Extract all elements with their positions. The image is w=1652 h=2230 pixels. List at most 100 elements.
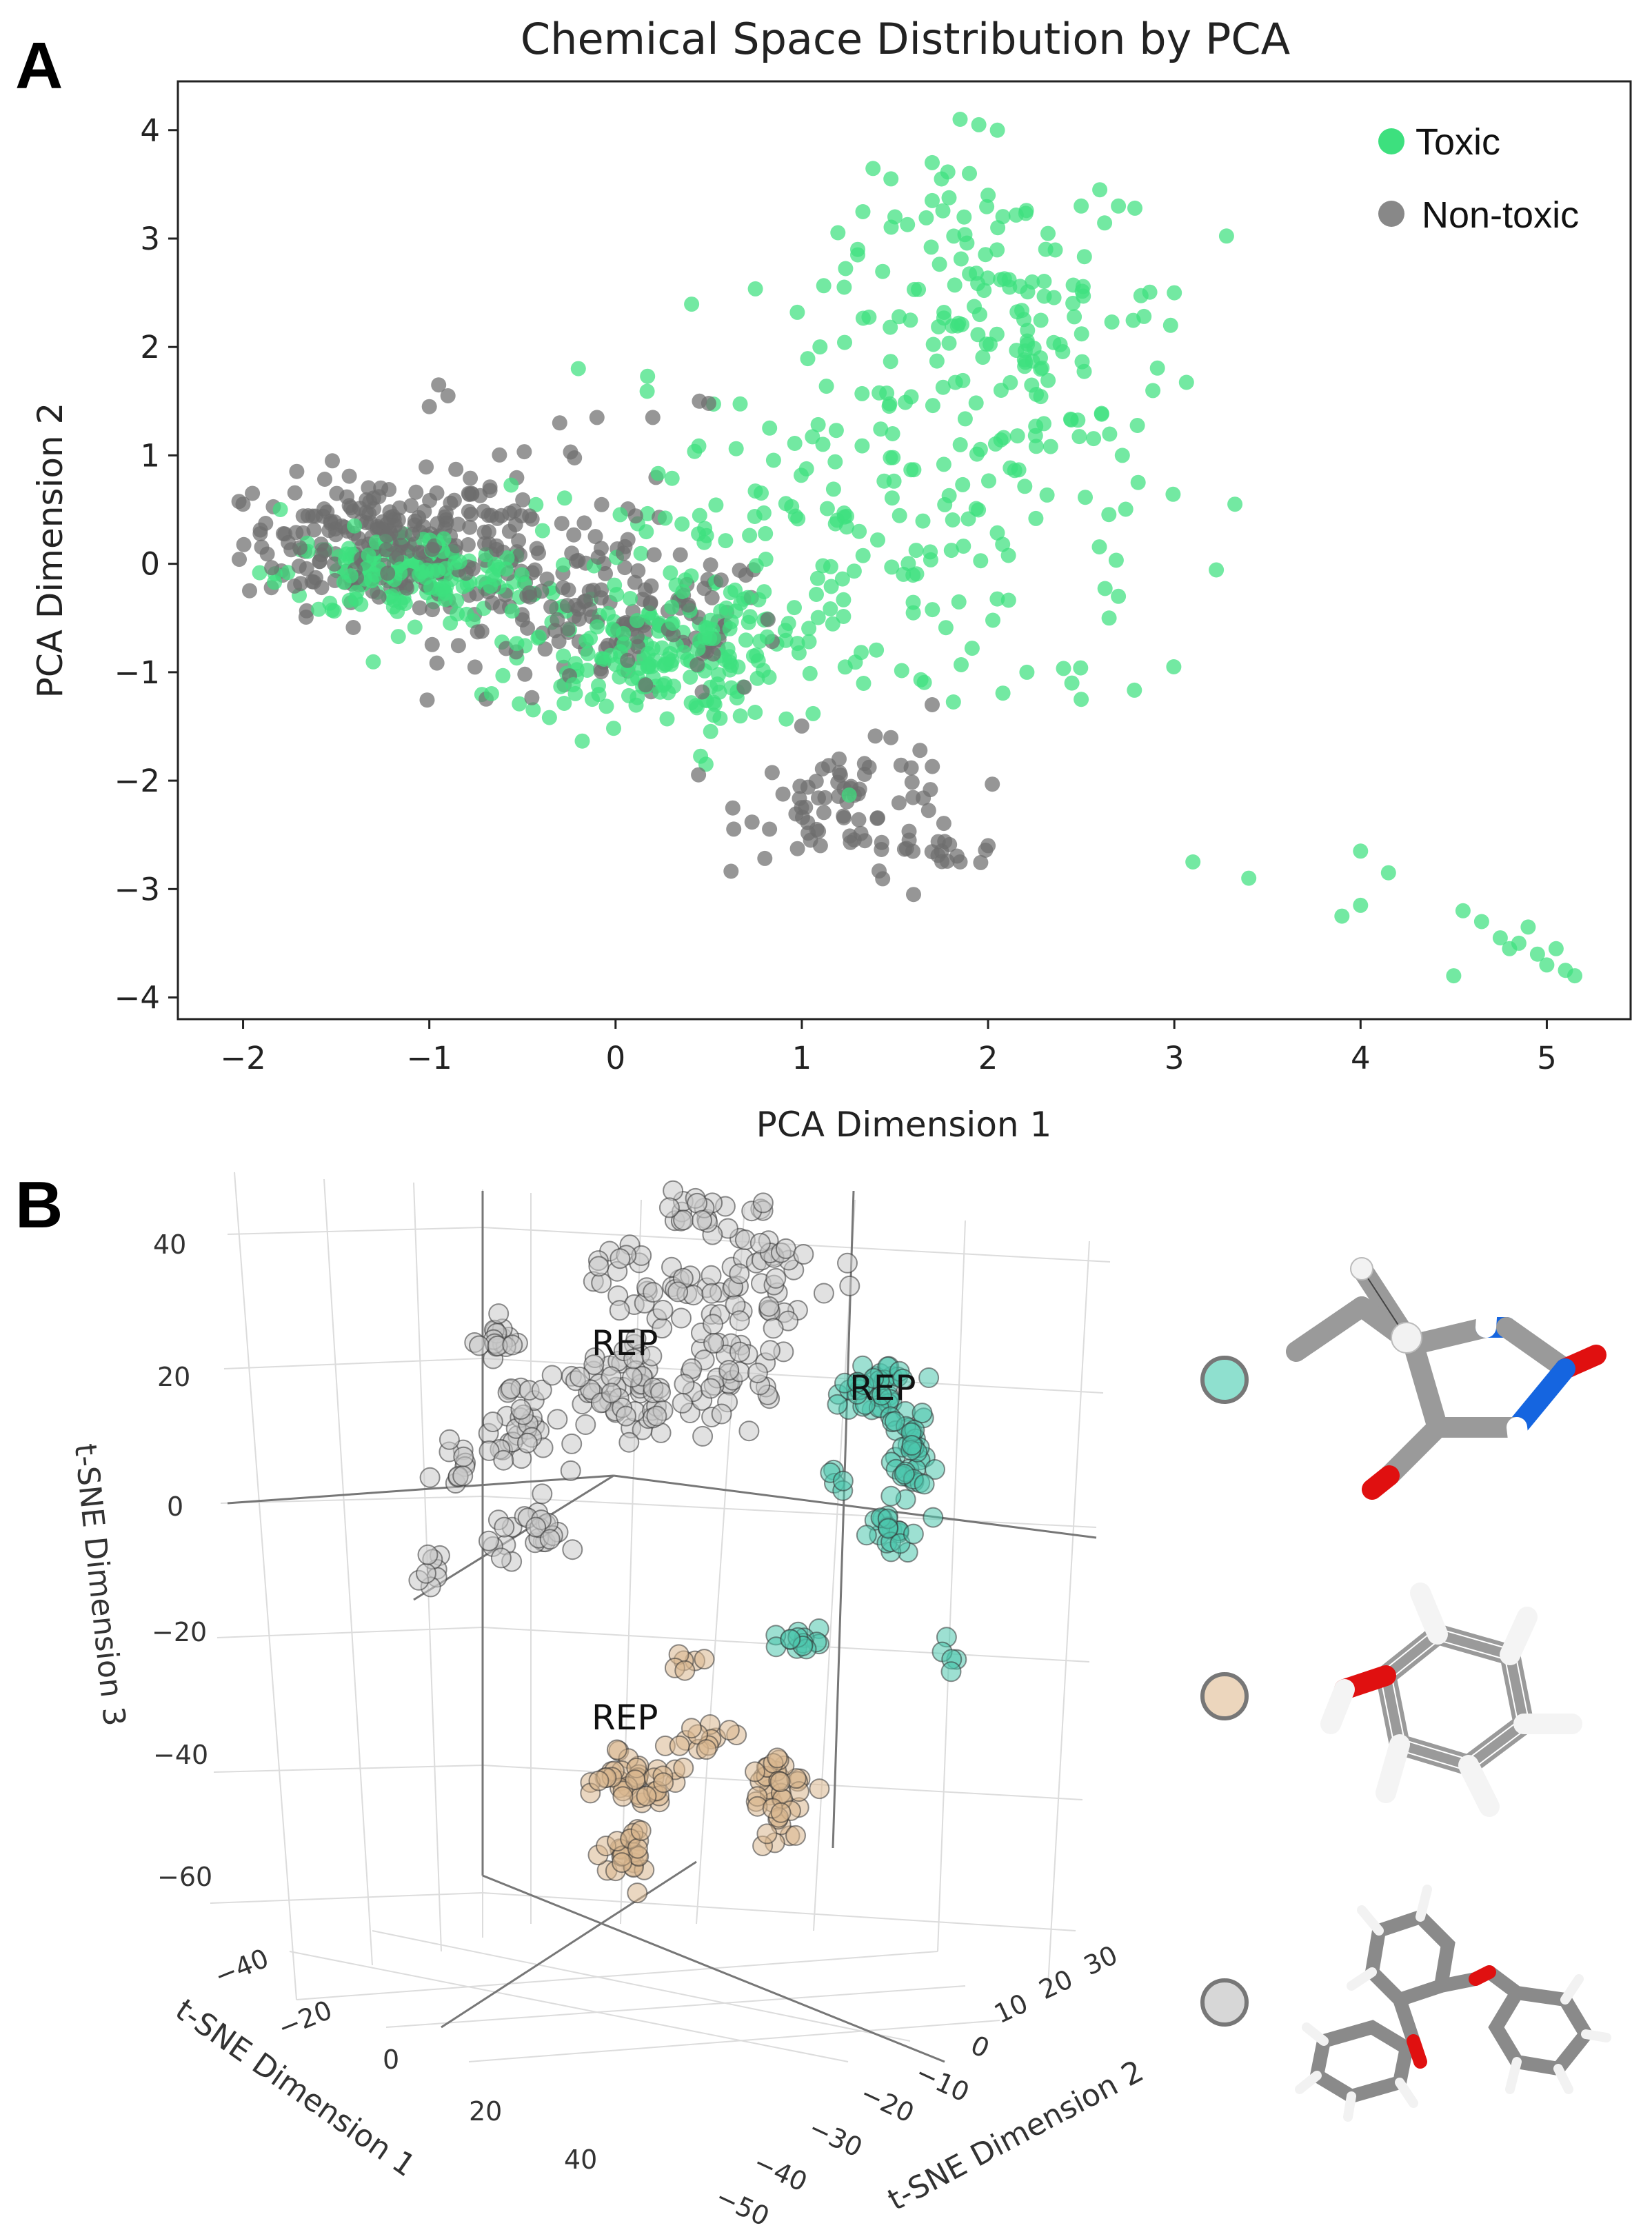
toxic-point [850, 241, 865, 257]
toxic-point [923, 544, 938, 560]
toxic-point [993, 432, 1009, 448]
toxic-point [1101, 507, 1117, 523]
toxic-point [1118, 501, 1134, 517]
toxic-point [1218, 228, 1234, 244]
toxic-point [407, 619, 423, 635]
toxic-point [583, 630, 598, 646]
toxic-point [979, 199, 995, 214]
toxic-point [495, 667, 511, 683]
legend-marker-toxic [1378, 128, 1404, 154]
non-toxic-point [930, 847, 946, 863]
toxic-point [665, 615, 681, 631]
x-tick-label: 5 [1537, 1040, 1557, 1076]
toxic-point [727, 582, 743, 598]
y-tick-label: 20 [1034, 1964, 1077, 2005]
grey-cluster-point [667, 1281, 689, 1303]
molecule-2-illustration [1320, 1583, 1582, 1817]
toxic-point [525, 702, 541, 718]
toxic-point [629, 613, 645, 628]
z-tick-label: 0 [167, 1491, 183, 1522]
non-toxic-point [560, 621, 576, 636]
toxic-point [885, 426, 900, 441]
toxic-point [945, 694, 961, 710]
non-toxic-point [379, 528, 394, 543]
toxic-point [989, 242, 1005, 258]
non-toxic-point [467, 659, 483, 675]
toxic-point [423, 580, 439, 595]
grey-cluster-point [494, 1516, 515, 1538]
grey-cluster-point [703, 1314, 723, 1335]
grey-cluster-point [758, 1296, 780, 1317]
non-toxic-point [952, 854, 968, 870]
toxic-point [556, 696, 572, 711]
tan-cluster-point [770, 1802, 792, 1823]
z-tick-label: −40 [153, 1740, 208, 1770]
grey-cluster-point [837, 1252, 858, 1274]
toxic-point [865, 161, 881, 177]
teal-cluster-point [780, 1629, 801, 1650]
non-toxic-point [259, 546, 275, 562]
toxic-point [650, 465, 666, 481]
toxic-point [985, 612, 1000, 628]
tsne-points [408, 1180, 967, 1904]
toxic-point [639, 383, 655, 399]
toxic-point [690, 641, 706, 656]
toxic-point [975, 350, 991, 365]
toxic-point [348, 591, 364, 607]
toxic-point [970, 276, 986, 292]
non-toxic-point [891, 795, 907, 811]
toxic-point [1056, 661, 1071, 676]
teal-cluster-point [918, 1367, 940, 1388]
toxic-point [968, 395, 984, 411]
toxic-point [989, 525, 1005, 541]
toxic-point [1078, 490, 1093, 505]
y-tick-label: −3 [114, 871, 160, 907]
toxic-point [723, 680, 739, 696]
toxic-point [1017, 343, 1033, 359]
toxic-point [675, 584, 691, 600]
toxic-point [1009, 304, 1025, 320]
x-tick-label: 3 [1165, 1040, 1185, 1076]
non-toxic-point [617, 560, 633, 576]
toxic-point [565, 677, 581, 692]
non-toxic-point [515, 492, 531, 508]
toxic-point [574, 733, 590, 749]
toxic-point [852, 523, 867, 539]
toxic-point [365, 654, 381, 670]
toxic-point [952, 437, 968, 452]
toxic-point [1028, 510, 1044, 526]
legend-marker-teal [1200, 1356, 1249, 1404]
toxic-point [438, 561, 454, 576]
toxic-point [905, 605, 921, 621]
toxic-point [846, 563, 862, 579]
toxic-point [483, 579, 498, 594]
toxic-point [747, 509, 763, 524]
toxic-point [252, 565, 268, 581]
tan-cluster-point [673, 1757, 694, 1778]
toxic-point [655, 677, 671, 693]
teal-cluster-point [832, 1470, 854, 1491]
toxic-point [528, 496, 544, 512]
toxic-point [596, 652, 612, 667]
grey-cluster-point [763, 1318, 784, 1339]
grey-cluster-point [718, 1360, 740, 1381]
toxic-point [937, 496, 953, 512]
toxic-point [1074, 326, 1089, 342]
toxic-point [847, 654, 863, 670]
teal-cluster-point [903, 1523, 924, 1545]
toxic-point [713, 603, 729, 619]
toxic-point [1353, 897, 1369, 913]
teal-cluster-point [892, 1368, 914, 1389]
non-toxic-point [792, 779, 808, 794]
grey-cluster-point [671, 1307, 692, 1329]
non-toxic-point [408, 484, 424, 500]
tan-cluster-point [612, 1852, 632, 1874]
non-toxic-point [883, 730, 899, 745]
grey-cluster-point [469, 1335, 490, 1356]
grey-cluster-point [561, 1433, 583, 1454]
toxic-point [856, 676, 872, 691]
toxic-point [703, 723, 718, 739]
toxic-point [938, 620, 954, 636]
non-toxic-point [252, 526, 268, 542]
toxic-point [1040, 225, 1056, 241]
